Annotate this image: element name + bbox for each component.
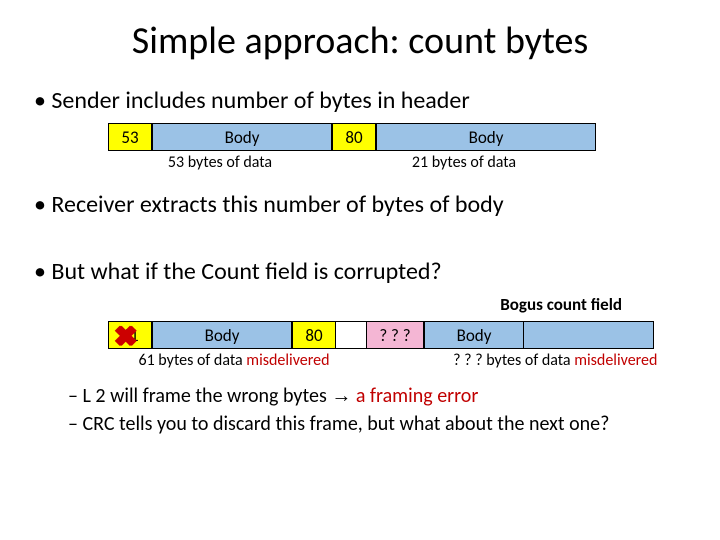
caption-61-bytes: 61 bytes of data misdelivered bbox=[108, 351, 360, 370]
sub1-text: L 2 will frame the wrong bytes bbox=[82, 384, 331, 408]
gap-box bbox=[336, 321, 366, 349]
body-tail bbox=[524, 321, 654, 349]
caption-qqq-bytes: ? ? ? bytes of data misdelivered bbox=[419, 351, 692, 370]
caption-53-bytes: 53 bytes of data bbox=[108, 153, 332, 172]
diagram-1: 53 Body 80 Body bbox=[108, 123, 692, 151]
body-box-2: Body bbox=[376, 123, 596, 151]
cap2-red: misdelivered bbox=[574, 351, 657, 370]
sub-bullet-1: L 2 will frame the wrong bytes → a frami… bbox=[68, 384, 692, 408]
body-box-3: Body bbox=[152, 321, 292, 349]
diagram-2: 61 Body 80 ? ? ? Body bbox=[108, 321, 692, 349]
sub-bullet-2: CRC tells you to discard this frame, but… bbox=[68, 412, 692, 436]
qqq-box: ? ? ? bbox=[366, 321, 424, 349]
sub1-red: a framing error bbox=[351, 384, 478, 408]
bullet-2: Receiver extracts this number of bytes o… bbox=[34, 190, 692, 219]
cap1-text: 61 bytes of data bbox=[138, 351, 246, 370]
bullet-1: Sender includes number of bytes in heade… bbox=[34, 86, 692, 115]
body-box-4: Body bbox=[424, 321, 524, 349]
diagram-2-captions: 61 bytes of data misdelivered ? ? ? byte… bbox=[108, 351, 692, 370]
caption-21-bytes: 21 bytes of data bbox=[332, 153, 596, 172]
cap1-red: misdelivered bbox=[246, 351, 329, 370]
header-box-53: 53 bbox=[108, 123, 152, 151]
bogus-count-label: Bogus count field bbox=[28, 294, 622, 315]
body-box-1: Body bbox=[152, 123, 332, 151]
arrow-icon: → bbox=[331, 385, 351, 407]
cap2-text: ? ? ? bytes of data bbox=[453, 351, 574, 370]
diagram-1-captions: 53 bytes of data 21 bytes of data bbox=[108, 153, 692, 172]
bullet-3: But what if the Count field is corrupted… bbox=[34, 257, 692, 286]
slide-title: Simple approach: count bytes bbox=[28, 18, 692, 64]
header-box-80b: 80 bbox=[292, 321, 336, 349]
x-mark-icon: ✖ bbox=[114, 319, 137, 354]
header-box-80: 80 bbox=[332, 123, 376, 151]
